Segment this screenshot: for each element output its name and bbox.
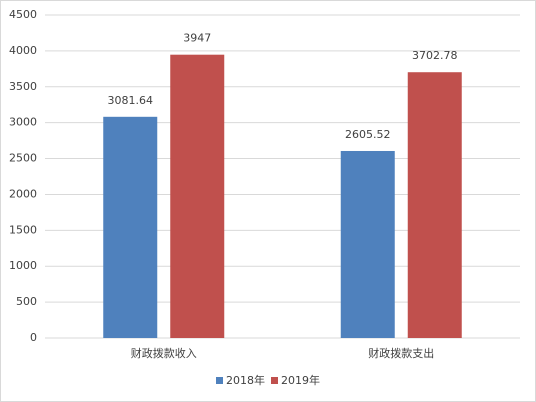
bar [407,72,462,338]
y-tick-label: 1500 [9,223,37,236]
data-label: 2605.52 [345,128,391,141]
y-tick-label: 2000 [9,187,37,200]
data-label: 3702.78 [412,49,458,62]
y-tick-label: 0 [30,331,37,344]
data-label: 3081.64 [108,94,154,107]
y-tick-label: 4500 [9,8,37,21]
data-label: 3947 [183,32,211,45]
legend-label: 2018年 [226,373,265,387]
y-tick-label: 3500 [9,80,37,93]
legend-label: 2019年 [281,373,320,387]
legend-swatch [216,377,223,384]
bar [103,116,158,338]
y-tick-label: 500 [16,295,37,308]
bar [340,150,395,338]
y-tick-label: 2500 [9,152,37,165]
bar [170,54,225,338]
y-tick-label: 3000 [9,116,37,129]
x-tick-label: 财政拨款收入 [131,346,197,360]
y-tick-label: 1000 [9,259,37,272]
y-tick-label: 4000 [9,44,37,57]
legend-swatch [271,377,278,384]
x-tick-label: 财政拨款支出 [368,346,434,360]
